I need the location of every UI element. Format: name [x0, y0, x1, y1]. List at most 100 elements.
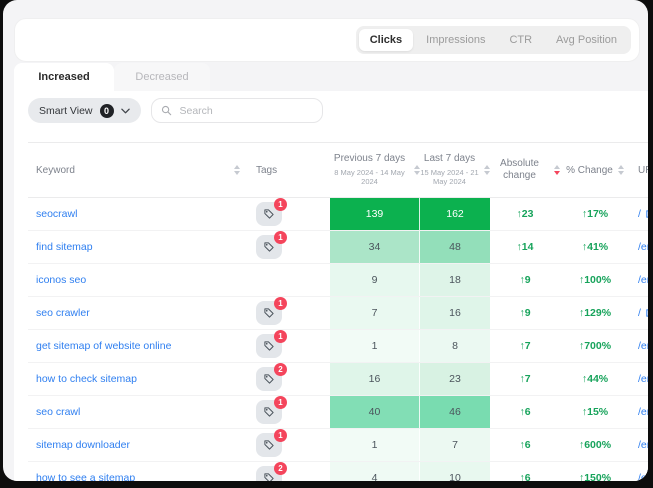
cell-url: /en/	[630, 330, 648, 362]
metric-tab-ctr[interactable]: CTR	[498, 29, 543, 51]
cell-keyword: how to see a sitemap	[28, 462, 250, 481]
external-link-icon[interactable]	[645, 308, 648, 318]
tag-icon	[264, 374, 274, 384]
search-box	[150, 98, 323, 123]
cell-previous: 34	[330, 231, 420, 263]
tag-chip[interactable]: 2	[256, 363, 287, 391]
search-icon	[161, 105, 172, 116]
tag-chip[interactable]: 1	[256, 429, 287, 457]
col-keyword[interactable]: Keyword	[28, 165, 250, 176]
cell-previous: 9	[330, 264, 420, 296]
url-link[interactable]: /en/	[638, 472, 648, 481]
sort-icon	[414, 165, 420, 175]
url-link[interactable]: /en/	[638, 373, 648, 385]
tag-chip[interactable]: 1	[256, 198, 287, 226]
url-link[interactable]: /	[638, 307, 641, 319]
cell-pct-change: ↑700%	[578, 340, 612, 352]
cell-tags: 2	[250, 363, 330, 395]
toolbar: Clicks Impressions CTR Avg Position	[14, 18, 640, 62]
col-url[interactable]: URL	[630, 165, 648, 176]
keyword-link[interactable]: find sitemap	[36, 241, 93, 253]
cell-keyword: how to check sitemap	[28, 363, 250, 395]
smart-view-button[interactable]: Smart View 0	[28, 98, 141, 123]
table-body: seocrawl 1 139 162 ↑23 ↑17% / find sitemap 1 34 48…	[28, 198, 648, 481]
col-last-dates: 15 May 2024 - 21 May 2024	[420, 167, 479, 187]
search-input[interactable]	[177, 103, 313, 118]
cell-keyword: seocrawl	[28, 198, 250, 230]
tag-chip[interactable]: 1	[256, 330, 287, 358]
metric-tab-impressions[interactable]: Impressions	[415, 29, 496, 51]
cell-url: /em	[630, 264, 648, 296]
tag-icon	[264, 341, 274, 351]
keyword-link[interactable]: how to check sitemap	[36, 373, 137, 385]
tag-chip[interactable]: 1	[256, 396, 287, 424]
table-row: seo crawler 1 7 16 ↑9 ↑129% /	[28, 297, 648, 330]
cell-tags: 1	[250, 198, 330, 230]
cell-pct-change: ↑17%	[581, 208, 609, 220]
tag-icon	[264, 242, 274, 252]
url-link[interactable]: /en/	[638, 340, 648, 352]
keyword-link[interactable]: get sitemap of website online	[36, 340, 172, 352]
cell-previous: 139	[330, 198, 420, 230]
external-link-icon[interactable]	[645, 209, 648, 219]
cell-tags: 2	[250, 462, 330, 481]
keyword-link[interactable]: seo crawl	[36, 406, 81, 418]
tag-count-badge: 1	[274, 198, 287, 211]
metric-tab-clicks[interactable]: Clicks	[358, 29, 414, 51]
tab-decreased[interactable]: Decreased	[114, 63, 210, 91]
cell-tags: 1	[250, 330, 330, 362]
cell-tags	[250, 264, 330, 296]
cell-pct-change: ↑600%	[578, 439, 612, 451]
cell-absolute-change: ↑7	[519, 373, 531, 385]
cell-previous: 1	[330, 429, 420, 461]
keyword-link[interactable]: how to see a sitemap	[36, 472, 136, 481]
cell-keyword: get sitemap of website online	[28, 330, 250, 362]
col-last[interactable]: Last 7 days 15 May 2024 - 21 May 2024	[420, 153, 490, 187]
keyword-link[interactable]: seo crawler	[36, 307, 90, 319]
url-link[interactable]: /en/	[638, 406, 648, 418]
cell-last: 23	[420, 363, 490, 395]
cell-keyword: sitemap downloader	[28, 429, 250, 461]
col-previous-dates: 8 May 2024 - 14 May 2024	[334, 167, 405, 187]
keyword-link[interactable]: sitemap downloader	[36, 439, 130, 451]
cell-absolute-change: ↑9	[519, 274, 531, 286]
cell-last: 162	[420, 198, 490, 230]
col-previous[interactable]: Previous 7 days 8 May 2024 - 14 May 2024	[330, 153, 420, 187]
cell-previous: 4	[330, 462, 420, 481]
cell-pct-change: ↑41%	[581, 241, 609, 253]
sort-icon	[234, 165, 240, 175]
tag-chip[interactable]: 1	[256, 297, 287, 325]
filter-row: Smart View 0	[14, 91, 648, 129]
url-link[interactable]: /	[638, 208, 641, 220]
cell-url: /en/	[630, 462, 648, 481]
cell-absolute-change: ↑6	[519, 472, 531, 481]
url-link[interactable]: /em	[638, 274, 648, 286]
table-row: get sitemap of website online 1 1 8 ↑7 ↑700% /…	[28, 330, 648, 363]
col-pct-change[interactable]: % Change	[560, 165, 630, 176]
smart-view-count-badge: 0	[99, 103, 114, 118]
tag-icon	[264, 209, 274, 219]
table-row: iconos seo 918 ↑9 ↑100% /em	[28, 264, 648, 297]
url-link[interactable]: /en/	[638, 241, 648, 253]
tag-count-badge: 1	[274, 330, 287, 343]
metric-tab-avg-position[interactable]: Avg Position	[545, 29, 628, 51]
keyword-link[interactable]: seocrawl	[36, 208, 78, 220]
tag-chip[interactable]: 2	[256, 462, 287, 481]
cell-keyword: iconos seo	[28, 264, 250, 296]
tag-chip[interactable]: 1	[256, 231, 287, 259]
tag-count-badge: 2	[274, 462, 287, 475]
url-link[interactable]: /en/	[638, 439, 648, 451]
col-absolute-change[interactable]: Absolute change	[490, 158, 560, 183]
cell-keyword: seo crawler	[28, 297, 250, 329]
cell-keyword: seo crawl	[28, 396, 250, 428]
cell-url: /en/	[630, 231, 648, 263]
col-keyword-label: Keyword	[36, 164, 75, 176]
cell-absolute-change: ↑6	[519, 406, 531, 418]
keyword-link[interactable]: iconos seo	[36, 274, 87, 286]
tab-increased[interactable]: Increased	[14, 63, 114, 91]
tag-count-badge: 1	[274, 231, 287, 244]
col-pct-change-label: % Change	[566, 164, 613, 176]
